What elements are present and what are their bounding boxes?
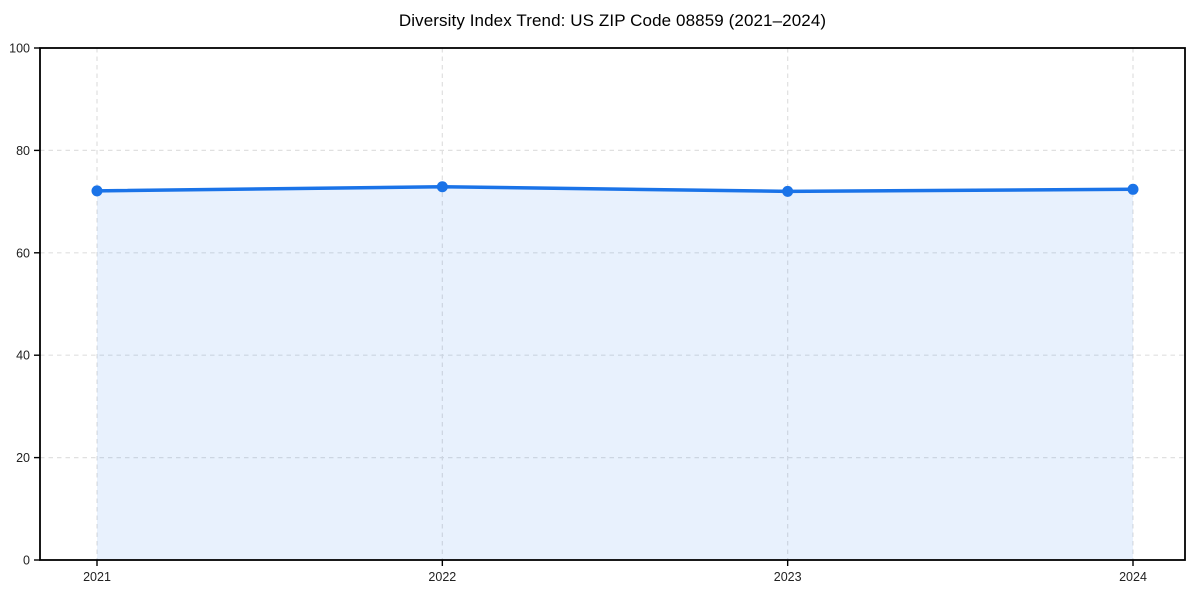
axes-frame (39, 47, 1186, 561)
y-axis-tick-label: 100 (9, 42, 30, 56)
chart-title: Diversity Index Trend: US ZIP Code 08859… (398, 11, 827, 30)
y-axis-tick-label: 80 (16, 144, 30, 158)
trend-line (95, 185, 1135, 194)
x-axis-tick-label: 2024 (1119, 570, 1147, 584)
data-point-marker (91, 185, 103, 197)
data-point-marker (1127, 183, 1139, 195)
y-axis-tick-label: 0 (23, 554, 30, 568)
x-axis-tick-label: 2022 (428, 570, 456, 584)
x-axis-tick-label: 2021 (83, 570, 111, 584)
y-axis-tick-label: 20 (16, 451, 30, 465)
data-point-marker (436, 181, 448, 193)
area-fill (97, 186, 1133, 560)
y-axis-tick-label: 60 (16, 246, 30, 260)
data-point-marker (782, 185, 794, 197)
y-axis-tick-label: 40 (16, 349, 30, 363)
x-axis-tick-label: 2023 (774, 570, 802, 584)
